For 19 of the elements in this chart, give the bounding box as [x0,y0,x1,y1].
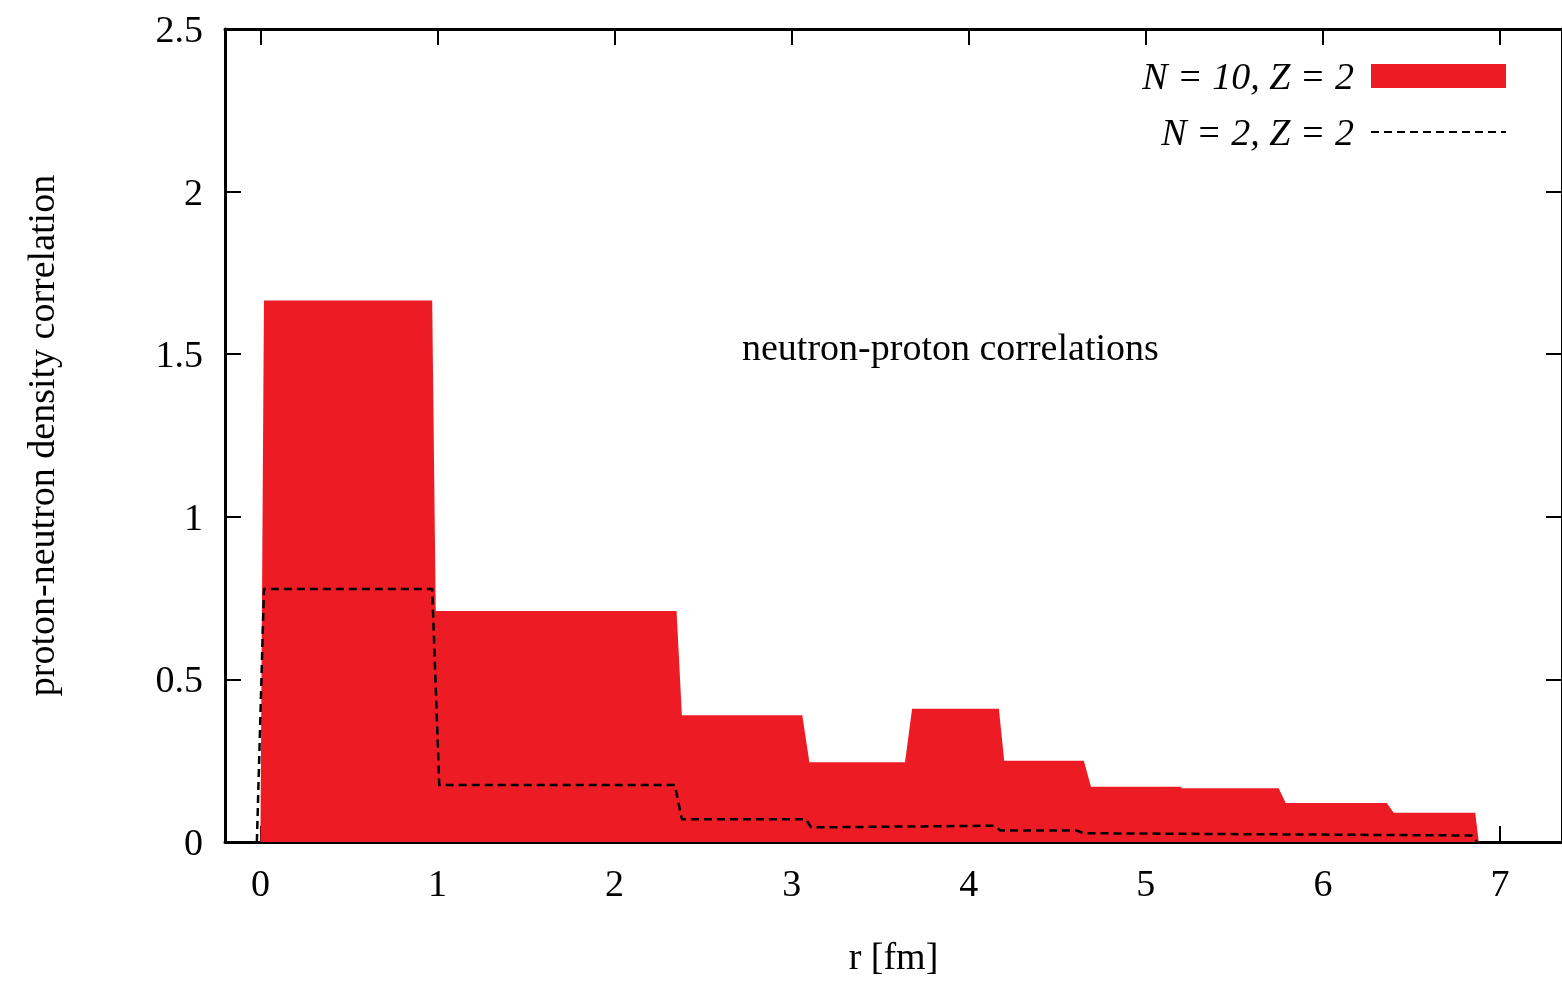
x-tick-label: 0 [250,862,270,904]
x-tick-label: 4 [959,862,979,904]
x-axis-title: r [fm] [848,935,939,977]
y-tick-label: 1.5 [155,333,203,376]
x-tick-label: 3 [782,862,802,904]
legend-label: N = 10, Z = 2 [1141,55,1354,97]
x-tick-label: 7 [1490,862,1510,904]
y-tick-label: 1 [184,495,203,538]
y-tick-label: 2 [184,170,203,213]
x-tick-label: 6 [1313,862,1333,904]
annotation: neutron-proton correlations [742,326,1159,368]
x-tick-label: 1 [428,862,447,904]
x-tick-label: 5 [1136,862,1156,904]
legend-label: N = 2, Z = 2 [1160,111,1354,153]
x-tick-label: 2 [605,862,625,904]
y-axis-title: proton-neutron density correlation [20,174,62,697]
y-tick-label: 0.5 [155,658,203,701]
y-tick-label: 0 [184,821,203,863]
y-tick-label: 2.5 [155,8,203,50]
